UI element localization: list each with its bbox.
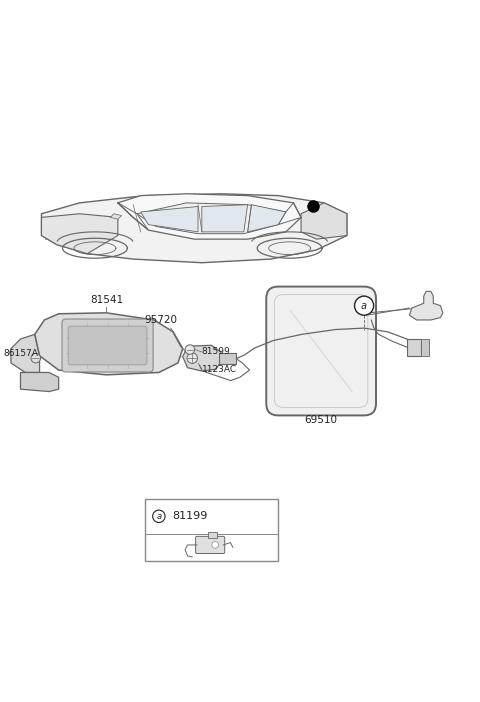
Circle shape [187,353,198,364]
Text: 81541: 81541 [90,295,123,305]
Text: 1123AC: 1123AC [202,364,237,373]
Polygon shape [248,205,286,232]
Circle shape [185,345,195,355]
Circle shape [153,510,165,522]
Text: a: a [361,300,367,311]
FancyBboxPatch shape [266,286,376,416]
Polygon shape [137,203,286,234]
Polygon shape [409,291,443,320]
Bar [407,338,421,356]
Text: 81199: 81199 [172,511,207,522]
Polygon shape [35,313,183,375]
Bar [207,532,217,538]
Polygon shape [301,203,347,239]
Polygon shape [141,206,198,232]
Polygon shape [202,205,248,232]
Bar [421,338,429,356]
Polygon shape [118,194,301,239]
Polygon shape [41,213,118,253]
Circle shape [212,542,218,548]
Polygon shape [11,334,39,373]
Text: 86157A: 86157A [4,349,39,358]
Text: 95720: 95720 [145,314,178,325]
Circle shape [355,296,373,315]
Text: 81599: 81599 [202,347,230,357]
Text: a: a [156,512,161,521]
FancyBboxPatch shape [62,319,153,372]
Text: 69510: 69510 [305,416,337,425]
FancyBboxPatch shape [196,536,225,554]
Polygon shape [110,213,121,219]
Polygon shape [41,194,347,263]
Bar [219,353,236,364]
Circle shape [31,353,40,363]
Polygon shape [183,345,221,371]
Bar [144,499,278,561]
Polygon shape [21,373,59,392]
FancyBboxPatch shape [68,326,147,365]
